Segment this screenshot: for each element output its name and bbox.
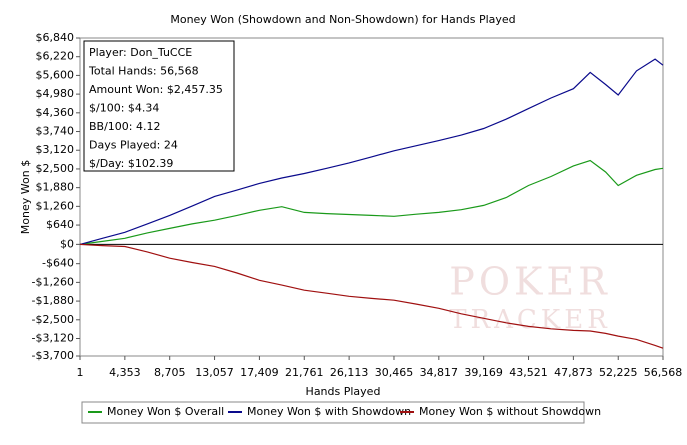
y-tick-label: $2,500	[36, 162, 75, 175]
y-tick-label: -$1,260	[32, 275, 74, 288]
x-tick-label: 1	[77, 366, 84, 379]
legend-label: Money Won $ Overall	[107, 405, 224, 418]
x-tick-label: 39,169	[464, 366, 503, 379]
chart-title: Money Won (Showdown and Non-Showdown) fo…	[170, 13, 515, 26]
info-line: Player: Don_TuCCE	[89, 46, 192, 59]
x-tick-label: 8,705	[154, 366, 186, 379]
info-line: $/100: $4.34	[89, 102, 159, 115]
y-tick-label: $6,220	[36, 50, 75, 63]
info-line: $/Day: $102.39	[89, 157, 173, 170]
x-tick-label: 17,409	[240, 366, 279, 379]
y-tick-label: -$3,700	[32, 349, 74, 362]
x-axis-label: Hands Played	[306, 385, 381, 398]
y-tick-label: $3,740	[36, 125, 75, 138]
y-tick-label: -$2,500	[32, 313, 74, 326]
y-tick-label: $0	[60, 237, 74, 250]
y-tick-label: $4,980	[36, 87, 75, 100]
x-tick-label: 21,761	[285, 366, 324, 379]
y-tick-label: $1,260	[36, 199, 75, 212]
line-series	[79, 58, 664, 245]
y-tick-label: -$1,880	[32, 294, 74, 307]
legend-label: Money Won $ without Showdown	[419, 405, 601, 418]
y-tick-label: $5,600	[36, 68, 75, 81]
x-tick-label: 52,225	[599, 366, 638, 379]
y-tick-label: $640	[46, 218, 74, 231]
legend-label: Money Won $ with Showdown	[247, 405, 411, 418]
y-tick-label: -$640	[42, 257, 74, 270]
x-tick-label: 34,817	[420, 366, 459, 379]
x-tick-label: 30,465	[375, 366, 414, 379]
line-series	[79, 159, 664, 245]
watermark: POKER	[449, 260, 610, 304]
y-tick-label: -$3,120	[32, 332, 74, 345]
x-tick-label: 26,113	[330, 366, 369, 379]
y-tick-label: $4,360	[36, 106, 75, 119]
info-line: Total Hands: 56,568	[88, 65, 199, 78]
watermark: TRACKER	[449, 305, 611, 335]
y-tick-label: $3,120	[36, 143, 75, 156]
x-tick-label: 13,057	[195, 366, 234, 379]
x-tick-label: 43,521	[509, 366, 548, 379]
x-tick-label: 56,568	[644, 366, 683, 379]
x-tick-label: 4,353	[109, 366, 141, 379]
info-line: Days Played: 24	[89, 139, 178, 152]
info-line: BB/100: 4.12	[89, 120, 161, 133]
y-tick-label: $1,880	[36, 181, 75, 194]
info-box	[83, 40, 235, 172]
y-axis-label: Money Won $	[19, 160, 32, 234]
line-series	[79, 243, 664, 349]
info-line: Amount Won: $2,457.35	[89, 83, 223, 96]
y-tick-label: $6,840	[36, 31, 75, 44]
x-tick-label: 47,873	[554, 366, 593, 379]
legend-box	[81, 401, 585, 424]
